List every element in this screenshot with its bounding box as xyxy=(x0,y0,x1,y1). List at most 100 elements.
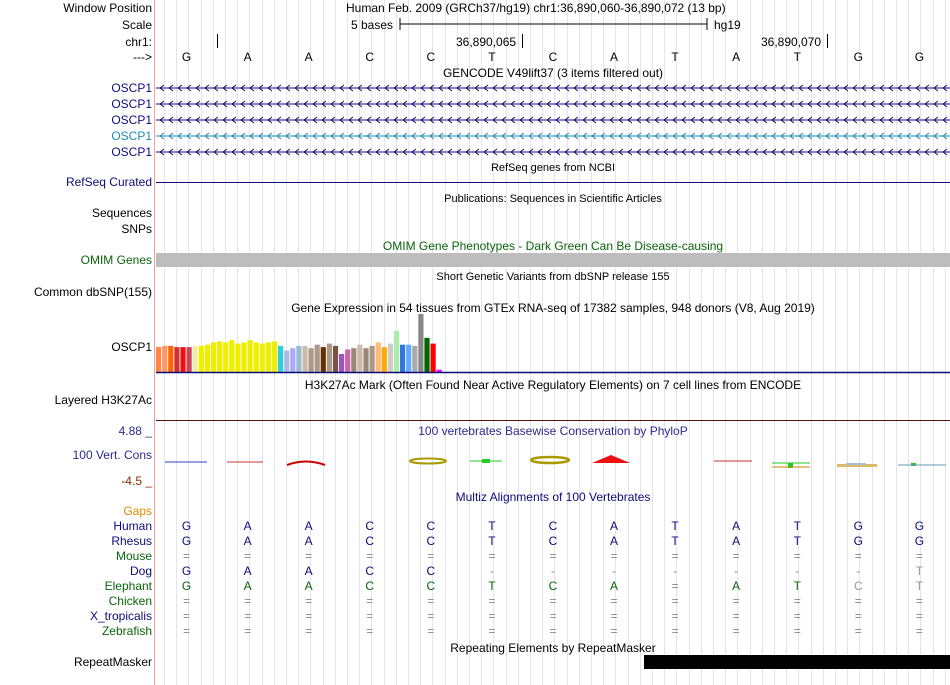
gencode-transcript-line[interactable] xyxy=(156,98,950,110)
multiz-species-label[interactable]: Dog xyxy=(129,564,152,578)
gtex-tissue-bar[interactable] xyxy=(217,341,223,372)
gtex-tissue-bar[interactable] xyxy=(345,349,351,372)
gtex-tissue-bar[interactable] xyxy=(332,345,339,372)
gtex-tissue-bar[interactable] xyxy=(424,337,430,372)
gtex-tissue-bar[interactable] xyxy=(339,354,345,372)
gtex-tissue-bar[interactable] xyxy=(210,342,217,372)
gtex-tissue-bar[interactable] xyxy=(235,343,241,372)
gtex-bar-chart[interactable] xyxy=(156,314,950,376)
multiz-base: = xyxy=(366,549,374,563)
gtex-tissue-bar[interactable] xyxy=(314,344,320,372)
gencode-transcript-line[interactable] xyxy=(156,146,950,158)
repeatmasker-element[interactable] xyxy=(644,655,950,669)
gtex-tissue-bar[interactable] xyxy=(186,347,192,372)
multiz-base: = xyxy=(671,609,679,623)
gtex-tissue-bar[interactable] xyxy=(253,342,259,372)
multiz-base: = xyxy=(915,609,923,623)
publications-track-title[interactable]: Publications: Sequences in Scientific Ar… xyxy=(444,193,662,205)
multiz-species-label[interactable]: Elephant xyxy=(104,579,152,593)
gtex-tissue-bar[interactable] xyxy=(180,347,186,372)
gtex-tissue-bar[interactable] xyxy=(204,344,210,372)
gtex-tissue-bar[interactable] xyxy=(308,348,314,372)
conservation-logo[interactable] xyxy=(156,450,950,475)
gtex-tissue-bar[interactable] xyxy=(241,342,247,372)
multiz-base: T xyxy=(915,564,924,578)
omim-gene-bar[interactable] xyxy=(156,253,950,267)
multiz-species-label[interactable]: Mouse xyxy=(115,549,152,563)
gtex-tissue-bar[interactable] xyxy=(412,345,418,372)
gtex-tissue-bar[interactable] xyxy=(290,348,296,372)
gencode-transcript-line[interactable] xyxy=(156,82,950,94)
gtex-track-title[interactable]: Gene Expression in 54 tissues from GTEx … xyxy=(291,301,815,315)
conservation-track-title[interactable]: 100 vertebrates Basewise Conservation by… xyxy=(418,424,688,438)
multiz-species-label[interactable]: Human xyxy=(113,519,152,533)
gtex-tissue-bar[interactable] xyxy=(320,347,326,372)
multiz-base: A xyxy=(732,534,741,548)
gtex-tissue-bar[interactable] xyxy=(265,342,271,372)
gtex-tissue-bar[interactable] xyxy=(369,345,375,372)
multiz-species-label[interactable]: Zebrafish xyxy=(101,624,152,638)
gtex-tissue-bar[interactable] xyxy=(418,314,424,372)
gtex-tissue-bar[interactable] xyxy=(375,342,381,372)
gtex-tissue-bar[interactable] xyxy=(259,343,265,372)
dbsnp-track-title[interactable]: Short Genetic Variants from dbSNP releas… xyxy=(436,271,670,283)
gtex-tissue-bar[interactable] xyxy=(198,345,204,372)
h3k27ac-track-title[interactable]: H3K27Ac Mark (Often Found Near Active Re… xyxy=(304,378,802,392)
gtex-tissue-bar[interactable] xyxy=(400,344,406,372)
gtex-tissue-bar[interactable] xyxy=(271,341,278,372)
gencode-transcript-label[interactable]: OSCP1 xyxy=(111,145,152,159)
gtex-tissue-bar[interactable] xyxy=(223,342,229,372)
gencode-transcript-label[interactable]: OSCP1 xyxy=(111,81,152,95)
gencode-transcript-label[interactable]: OSCP1 xyxy=(111,97,152,111)
gtex-tissue-bar[interactable] xyxy=(387,343,393,372)
gtex-track-label[interactable]: OSCP1 xyxy=(111,340,152,354)
dbsnp-track-label[interactable]: Common dbSNP(155) xyxy=(33,285,152,299)
gtex-tissue-bar[interactable] xyxy=(393,330,400,372)
gtex-tissue-bar[interactable] xyxy=(326,343,332,372)
gtex-tissue-bar[interactable] xyxy=(156,347,162,372)
multiz-species-label[interactable]: Chicken xyxy=(108,594,152,608)
repeatmasker-track-title[interactable]: Repeating Elements by RepeatMasker xyxy=(450,641,656,655)
h3k27ac-track-label[interactable]: Layered H3K27Ac xyxy=(54,393,152,407)
refseq-gene-line[interactable] xyxy=(156,182,950,183)
gencode-transcript-label[interactable]: OSCP1 xyxy=(111,113,152,127)
refseq-track-label[interactable]: RefSeq Curated xyxy=(65,175,152,189)
gtex-tissue-bar[interactable] xyxy=(229,340,235,372)
multiz-species-label[interactable]: X_tropicalis xyxy=(89,609,152,623)
gtex-tissue-bar[interactable] xyxy=(278,345,284,372)
chromosome-label: chr1: xyxy=(125,35,152,49)
gtex-tissue-bar[interactable] xyxy=(168,345,174,372)
gtex-tissue-bar[interactable] xyxy=(247,340,253,372)
snps-track-label[interactable]: SNPs xyxy=(121,222,152,236)
gtex-tissue-bar[interactable] xyxy=(284,350,290,373)
gencode-transcript-line[interactable] xyxy=(156,130,950,142)
repeatmasker-track-label[interactable]: RepeatMasker xyxy=(73,655,152,669)
omim-track-title[interactable]: OMIM Gene Phenotypes - Dark Green Can Be… xyxy=(382,239,724,253)
gtex-tissue-bar[interactable] xyxy=(302,345,308,372)
omim-track-label[interactable]: OMIM Genes xyxy=(80,253,152,267)
multiz-base: C xyxy=(365,534,375,548)
gtex-tissue-bar[interactable] xyxy=(162,345,168,372)
gencode-transcript-label[interactable]: OSCP1 xyxy=(111,129,152,143)
multiz-track-title[interactable]: Multiz Alignments of 100 Vertebrates xyxy=(455,490,651,504)
gencode-transcript-line[interactable] xyxy=(156,114,950,126)
gtex-tissue-bar[interactable] xyxy=(363,348,369,372)
multiz-species-label[interactable]: Rhesus xyxy=(111,534,152,548)
gtex-tissue-bar[interactable] xyxy=(430,343,436,372)
gencode-track-title[interactable]: GENCODE V49lift37 (3 items filtered out) xyxy=(442,66,664,80)
publications-track-label[interactable]: Sequences xyxy=(91,206,152,220)
multiz-base: = xyxy=(610,594,618,608)
gtex-tissue-bar[interactable] xyxy=(351,348,357,372)
gtex-tissue-bar[interactable] xyxy=(381,347,387,372)
refseq-track-title[interactable]: RefSeq genes from NCBI xyxy=(490,162,616,174)
gtex-tissue-bar[interactable] xyxy=(192,345,198,372)
multiz-base: T xyxy=(488,519,496,533)
gtex-tissue-bar[interactable] xyxy=(406,344,412,372)
gtex-tissue-bar[interactable] xyxy=(296,345,302,372)
conservation-track-label[interactable]: 100 Vert. Cons xyxy=(72,448,152,462)
gtex-tissue-bar[interactable] xyxy=(357,344,363,372)
gtex-tissue-bar[interactable] xyxy=(174,347,180,372)
multiz-base: G xyxy=(853,534,863,548)
gtex-tissue-bar[interactable] xyxy=(436,369,442,372)
